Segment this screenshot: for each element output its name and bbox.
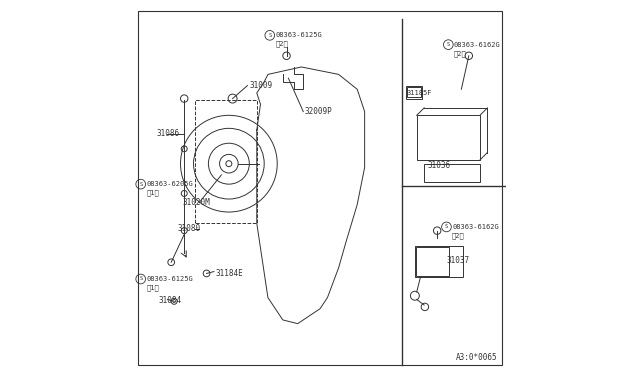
Text: 08363-6125G: 08363-6125G: [275, 32, 322, 38]
Text: 08363-6205G: 08363-6205G: [147, 181, 193, 187]
Text: （2）: （2）: [454, 50, 467, 57]
Text: 31086: 31086: [156, 129, 179, 138]
Text: 31184E: 31184E: [215, 269, 243, 278]
Text: 31020M: 31020M: [182, 198, 210, 207]
Text: 31080: 31080: [178, 224, 201, 233]
Text: 08363-6162G: 08363-6162G: [452, 224, 499, 230]
Bar: [406, 87, 421, 97]
Text: S: S: [445, 224, 448, 230]
Text: S: S: [268, 33, 271, 38]
Bar: [415, 246, 463, 277]
Text: 31084: 31084: [158, 296, 181, 305]
Text: S: S: [447, 42, 450, 47]
Text: 31037: 31037: [447, 256, 470, 265]
Text: （2）: （2）: [275, 41, 288, 47]
Bar: [406, 86, 422, 99]
Text: A3:0*0065: A3:0*0065: [456, 353, 497, 362]
Text: （2）: （2）: [452, 232, 465, 239]
Text: 31009: 31009: [250, 81, 273, 90]
Text: 08363-6162G: 08363-6162G: [454, 42, 500, 48]
Bar: [424, 164, 480, 182]
Bar: [416, 247, 449, 276]
Text: （1）: （1）: [147, 284, 159, 291]
Text: 31036: 31036: [428, 161, 451, 170]
Text: 31185F: 31185F: [406, 90, 432, 96]
Text: 32009P: 32009P: [305, 107, 332, 116]
Text: 08363-6125G: 08363-6125G: [147, 276, 193, 282]
Text: （1）: （1）: [147, 189, 159, 196]
Text: S: S: [139, 276, 142, 282]
Bar: [417, 115, 480, 160]
Text: S: S: [139, 182, 142, 187]
